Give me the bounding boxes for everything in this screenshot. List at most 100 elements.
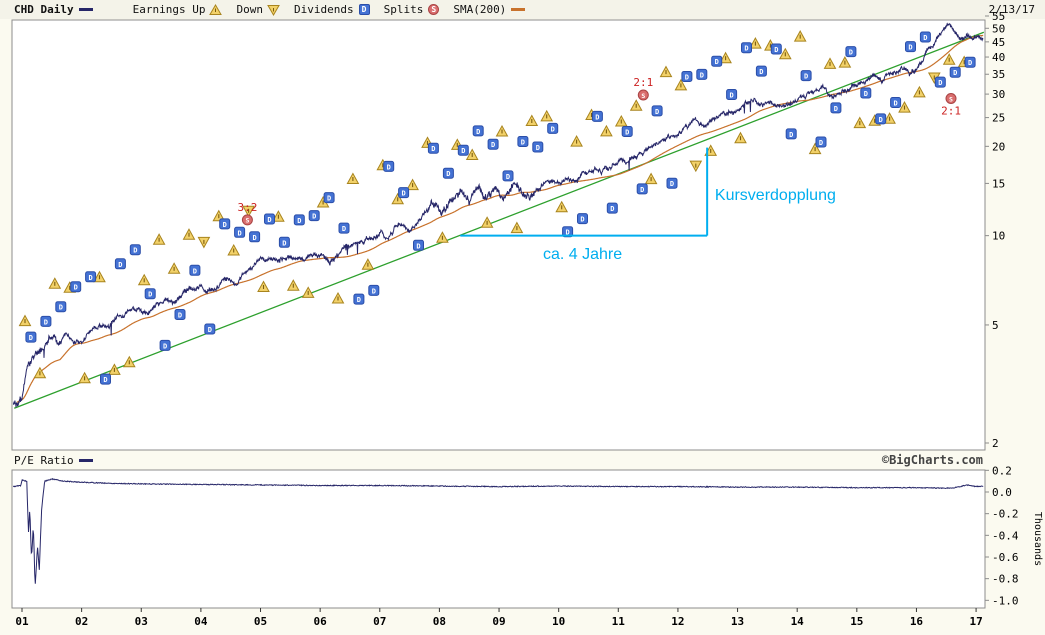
earnings-up-icon	[823, 57, 837, 69]
earnings-down-icon	[197, 236, 211, 249]
svg-text:D: D	[953, 69, 957, 77]
dividend-icon: D	[338, 222, 350, 234]
dividend-icon: D	[383, 160, 395, 172]
earnings-up-icon	[480, 216, 494, 228]
svg-text:D: D	[29, 334, 33, 342]
earnings-up-icon	[465, 148, 479, 160]
svg-text:D: D	[893, 100, 897, 108]
dividend-icon: D	[249, 231, 261, 243]
year-label: 01	[15, 615, 29, 628]
dividend-icon: D	[129, 244, 141, 256]
dividend-icon: D	[398, 187, 410, 199]
earnings-up-icon	[853, 116, 867, 129]
dividend-icon: D	[845, 46, 857, 58]
svg-text:D: D	[357, 296, 361, 304]
legend-earnings-down-label: Down	[236, 3, 263, 16]
earnings-up-icon	[942, 53, 956, 65]
pe-tick-label: -0.2	[992, 508, 1019, 521]
price-tick-label: 20	[992, 140, 1005, 153]
dividend-icon: D	[323, 192, 335, 204]
thousands-axis-label: Thousands	[1032, 512, 1043, 566]
earnings-up-icon	[209, 3, 223, 15]
dividend-icon: D	[591, 110, 603, 122]
earnings-up-icon	[525, 114, 539, 126]
year-label: 03	[135, 615, 148, 628]
dividend-icon: D	[159, 339, 171, 351]
earnings-up-icon	[808, 142, 822, 155]
earnings-up-icon	[793, 30, 807, 42]
legend-bar: CHD Daily Earnings Up Down Dividends D S…	[0, 0, 1045, 19]
dividend-icon: D	[25, 331, 37, 343]
dividend-icon: D	[711, 55, 723, 67]
dividend-icon: D	[293, 214, 305, 226]
year-label: 12	[671, 615, 684, 628]
svg-text:D: D	[416, 242, 420, 250]
dividend-icon: D	[40, 315, 52, 327]
dividend-icon: D	[353, 293, 365, 305]
year-label: 11	[612, 615, 626, 628]
price-tick-label: 2	[992, 437, 999, 450]
pe-tick-label: -1.0	[992, 594, 1019, 607]
pe-ratio-label: P/E Ratio	[14, 453, 74, 467]
dividend-icon: D	[651, 105, 663, 117]
svg-text:D: D	[804, 73, 808, 81]
svg-text:D: D	[849, 49, 853, 57]
svg-text:D: D	[267, 216, 271, 224]
year-label: 13	[731, 615, 744, 628]
earnings-up-icon	[108, 363, 121, 375]
legend-sma-label: SMA(200)	[453, 3, 507, 16]
earnings-up-icon	[883, 112, 896, 124]
svg-text:D: D	[908, 44, 912, 52]
price-tick-label: 45	[992, 36, 1005, 49]
dividend-icon: D	[860, 87, 872, 99]
chart-date: 2/13/17	[988, 3, 1035, 16]
earnings-up-icon	[301, 286, 315, 298]
svg-text:D: D	[640, 186, 644, 194]
earnings-up-icon	[436, 231, 449, 243]
svg-text:S: S	[641, 92, 645, 100]
trend-line	[14, 31, 985, 409]
pe-tick-label: -0.4	[992, 529, 1019, 542]
svg-text:D: D	[595, 113, 599, 121]
svg-text:D: D	[625, 129, 629, 137]
svg-text:D: D	[729, 92, 733, 100]
dividend-icon: D	[741, 42, 752, 54]
earnings-up-icon	[838, 56, 852, 68]
earnings-up-icon	[78, 371, 91, 384]
svg-text:D: D	[118, 261, 122, 269]
earnings-up-icon	[734, 131, 747, 144]
dividend-icon: D	[472, 125, 484, 137]
svg-text:D: D	[968, 59, 972, 67]
earnings-up-icon	[391, 192, 405, 205]
dividend-icon: D	[547, 122, 559, 134]
svg-text:S: S	[245, 217, 249, 225]
dividend-icon: D	[606, 202, 618, 214]
dividend-icon: D	[502, 170, 514, 182]
svg-text:D: D	[923, 34, 927, 42]
dividend-icon: D	[487, 138, 499, 150]
svg-text:D: D	[670, 180, 674, 188]
earnings-up-icon	[18, 314, 32, 327]
svg-text:D: D	[327, 195, 331, 203]
svg-text:D: D	[938, 79, 942, 87]
legend-earnings-up-label: Earnings Up	[132, 3, 206, 16]
svg-text:D: D	[864, 90, 868, 98]
earnings-up-icon	[122, 355, 136, 368]
earnings-up-icon	[361, 258, 375, 270]
svg-text:D: D	[133, 247, 137, 255]
dividend-icon: D	[413, 239, 424, 251]
price-tick-label: 5	[992, 319, 999, 332]
svg-text:D: D	[879, 116, 883, 124]
svg-text:D: D	[88, 274, 92, 282]
svg-text:D: D	[700, 71, 704, 79]
dividend-icon: D	[726, 89, 738, 100]
copyright-label: ©BigCharts.com	[881, 453, 983, 467]
dividend-icon: D	[457, 144, 469, 156]
earnings-up-icon	[182, 228, 196, 240]
year-label: 05	[254, 615, 267, 628]
earnings-up-icon	[629, 99, 643, 111]
earnings-up-icon	[257, 280, 270, 292]
split-icon: S	[637, 89, 649, 101]
dividend-icon: D	[785, 128, 797, 140]
earnings-up-icon	[286, 279, 300, 291]
